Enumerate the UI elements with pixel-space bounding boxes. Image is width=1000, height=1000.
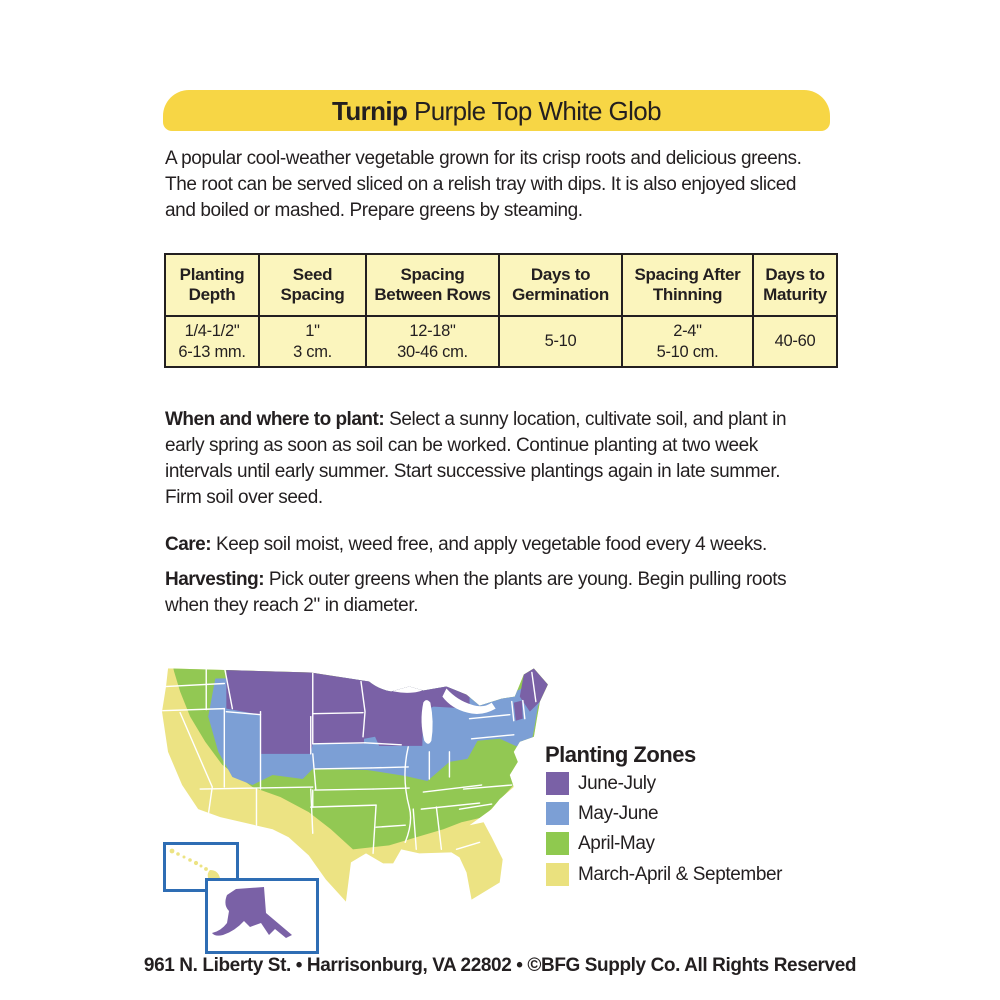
value-line: 12-18" [409, 321, 456, 340]
state-border-lines [162, 668, 537, 855]
value-line: 40-60 [774, 332, 816, 351]
description-paragraph: A popular cool-weather vegetable grown f… [165, 146, 802, 224]
section-text: Select a sunny location, cultivate soil,… [389, 409, 787, 430]
description-line: The root can be served sliced on a relis… [165, 174, 797, 195]
zone-june-july-northeast [513, 668, 548, 721]
legend-title: Planting Zones [545, 742, 696, 767]
col-header-maturity: Days to Maturity [752, 253, 838, 317]
crop-name: Turnip [331, 96, 408, 126]
value-line: 1/4-1/2" [184, 321, 240, 340]
footer-address: 961 N. Liberty St. • Harrisonburg, VA 22… [143, 955, 857, 976]
value-line: 30-46 cm. [397, 342, 468, 361]
section-harvesting: Harvesting: Pick outer greens when the p… [165, 567, 787, 619]
value-line: 1" [305, 321, 320, 340]
col-header-thinning: Spacing After Thinning [621, 253, 754, 317]
section-line: early spring as soon as soil can be work… [165, 435, 758, 456]
section-care: Care: Keep soil moist, weed free, and ap… [165, 532, 767, 558]
col-header-germination: Days to Germination [498, 253, 623, 317]
section-line: intervals until early summer. Start succ… [165, 461, 781, 482]
legend-label: May-June [578, 803, 659, 824]
alaska-inset-box [205, 878, 319, 954]
legend-label: April-May [578, 833, 655, 854]
section-line: Harvesting: Pick outer greens when the p… [165, 567, 787, 593]
cell-row-spacing: 12-18" 30-46 cm. [365, 315, 500, 368]
cell-seed-spacing: 1" 3 cm. [258, 315, 367, 368]
section-when-and-where: When and where to plant: Select a sunny … [165, 407, 787, 511]
value-line: 5-10 [544, 332, 577, 351]
legend-swatch-april-may [546, 832, 569, 855]
section-label: Harvesting: [165, 569, 265, 590]
section-text: Pick outer greens when the plants are yo… [268, 569, 787, 590]
col-header-row-spacing: Spacing Between Rows [365, 253, 500, 317]
value-line: 6-13 mm. [178, 342, 246, 361]
section-text: Keep soil moist, weed free, and apply ve… [215, 534, 767, 555]
section-line: Care: Keep soil moist, weed free, and ap… [165, 532, 767, 558]
usa-planting-zones-map [162, 668, 548, 902]
value-line: 2-4" [673, 321, 702, 340]
cell-thinning: 2-4" 5-10 cm. [621, 315, 754, 368]
legend-swatch-may-june [546, 802, 569, 825]
value-line: 5-10 cm. [656, 342, 719, 361]
description-line: and boiled or mashed. Prepare greens by … [165, 200, 583, 221]
cell-maturity: 40-60 [752, 315, 838, 368]
section-line: When and where to plant: Select a sunny … [165, 407, 787, 433]
section-label: When and where to plant: [165, 409, 385, 430]
cell-germination: 5-10 [498, 315, 623, 368]
legend-swatch-june-july [546, 772, 569, 795]
col-header-seed-spacing: Seed Spacing [258, 253, 367, 317]
value-line: 3 cm. [293, 342, 332, 361]
legend-label: June-July [578, 773, 656, 794]
variety-banner: Turnip Purple Top White Glob [163, 90, 830, 131]
table-header-row: Planting Depth Seed Spacing Spacing Betw… [164, 253, 838, 317]
variety-name: Purple Top White Glob [407, 96, 662, 126]
alaska-shape [212, 887, 292, 938]
section-line: Firm soil over seed. [165, 487, 323, 508]
legend-label: March-April & September [578, 864, 783, 885]
section-line: when they reach 2" in diameter. [165, 595, 419, 616]
description-line: A popular cool-weather vegetable grown f… [165, 148, 802, 169]
section-label: Care: [165, 534, 212, 555]
col-header-planting-depth: Planting Depth [164, 253, 260, 317]
table-value-row: 1/4-1/2" 6-13 mm. 1" 3 cm. 12-18" 30-46 … [164, 315, 838, 368]
cell-planting-depth: 1/4-1/2" 6-13 mm. [164, 315, 260, 368]
legend-swatch-march-april-september [546, 863, 569, 886]
planting-info-table: Planting Depth Seed Spacing Spacing Betw… [164, 253, 838, 368]
